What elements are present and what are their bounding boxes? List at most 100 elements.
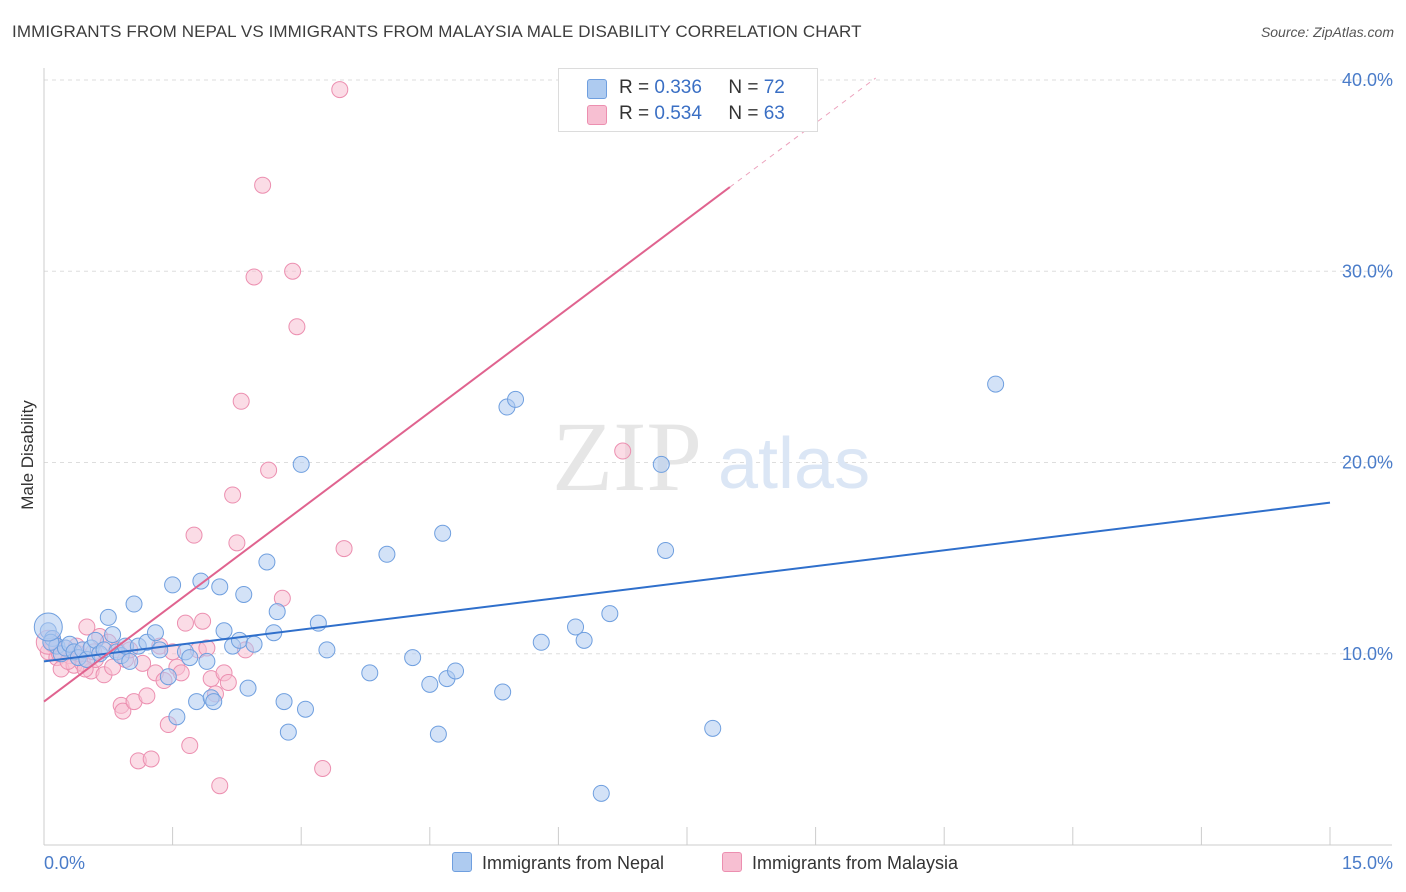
nepal-point-61 [507, 390, 525, 408]
nepal-point-38 [230, 631, 248, 649]
malaysia-point-35 [185, 526, 203, 544]
axes [43, 68, 1392, 846]
nepal-point-24 [151, 641, 169, 659]
grid-lines [44, 79, 1392, 655]
nepal-point-30 [188, 693, 206, 711]
malaysia-n-label: N = [728, 103, 759, 124]
y-tick-label-0: 10.0% [1342, 644, 1393, 664]
malaysia-point-33 [176, 614, 194, 632]
nepal-point-69 [704, 719, 722, 737]
watermark: ZIP atlas [552, 401, 870, 512]
nepal-point-56 [434, 524, 452, 542]
nepal-cluster-point [33, 612, 63, 642]
bottom-nepal-label: Immigrants from Nepal [482, 853, 665, 873]
chart-title: IMMIGRANTS FROM NEPAL VS IMMIGRANTS FROM… [12, 22, 862, 41]
malaysia-point-48 [245, 268, 263, 286]
nepal-point-67 [652, 455, 670, 473]
malaysia-point-46 [232, 392, 250, 410]
nepal-point-50 [318, 641, 336, 659]
bottom-legend-nepal: Immigrants from Nepal [452, 852, 664, 874]
malaysia-trendline-extension [729, 77, 876, 188]
nepal-point-63 [567, 618, 585, 636]
nepal-point-51 [361, 664, 379, 682]
watermark-atlas: atlas [718, 424, 870, 504]
malaysia-n-value: 63 [763, 103, 785, 124]
malaysia-point-56 [331, 81, 349, 99]
y-tick-label-1: 20.0% [1342, 453, 1393, 473]
nepal-point-65 [592, 784, 610, 802]
malaysia-point-41 [211, 777, 229, 795]
nepal-point-40 [239, 679, 257, 697]
nepal-point-66 [601, 605, 619, 623]
nepal-point-23 [146, 624, 164, 642]
nepal-trendline [43, 501, 1331, 663]
y-tick-label-3: 40.0% [1342, 70, 1393, 90]
nepal-point-29 [181, 649, 199, 667]
nepal-r-value: 0.336 [654, 77, 702, 98]
malaysia-r-label: R = [619, 103, 650, 124]
nepal-swatch [587, 79, 607, 99]
malaysia-point-57 [614, 442, 632, 460]
nepal-point-15 [104, 626, 122, 644]
nepal-point-14 [99, 608, 117, 626]
nepal-point-64 [575, 631, 593, 649]
nepal-point-47 [292, 455, 310, 473]
nepal-point-41 [245, 635, 263, 653]
nepal-point-31 [192, 572, 210, 590]
nepal-point-26 [164, 576, 182, 594]
malaysia-point-53 [288, 318, 306, 336]
bottom-malaysia-label: Immigrants from Malaysia [752, 853, 959, 873]
nepal-point-35 [211, 578, 229, 596]
malaysia-point-45 [228, 534, 246, 552]
malaysia-swatch [587, 105, 607, 125]
bottom-nepal-swatch [452, 852, 472, 872]
nepal-point-25 [159, 668, 177, 686]
bottom-legend-malaysia: Immigrants from Malaysia [722, 852, 958, 874]
nepal-point-68 [657, 541, 675, 559]
malaysia-r-value: 0.534 [654, 103, 702, 124]
correlation-legend: R = 0.336 N = 72 R = 0.534 N = 63 [558, 68, 818, 132]
trendlines [43, 77, 1331, 703]
tick-labels: 10.0% 20.0% 30.0% 40.0% 0.0% 15.0% [44, 70, 1393, 873]
malaysia-point-54 [314, 760, 332, 777]
malaysia-point-50 [260, 461, 278, 479]
x-tick-label-0: 0.0% [44, 853, 85, 873]
x-tick-label-1: 15.0% [1342, 853, 1393, 873]
malaysia-point-37 [194, 612, 212, 630]
y-axis-label: Male Disability [18, 400, 37, 510]
nepal-points [33, 375, 1005, 802]
nepal-point-55 [429, 725, 447, 743]
nepal-point-70 [987, 375, 1005, 393]
malaysia-point-49 [254, 176, 272, 194]
nepal-point-27 [168, 708, 186, 726]
legend-text-malaysia: R = 0.534 N = 63 [619, 103, 785, 125]
nepal-point-48 [296, 700, 314, 718]
malaysia-point-9 [78, 618, 96, 636]
y-tick-label-2: 30.0% [1342, 261, 1393, 281]
source-label: Source: ZipAtlas.com [1260, 24, 1394, 40]
nepal-point-34 [205, 693, 223, 711]
malaysia-point-18 [114, 702, 132, 720]
malaysia-trendline [43, 186, 731, 703]
nepal-point-45 [275, 693, 293, 711]
nepal-point-36 [215, 622, 233, 640]
nepal-point-54 [421, 675, 439, 693]
nepal-point-59 [494, 683, 512, 701]
nepal-point-44 [268, 603, 286, 621]
malaysia-point-55 [335, 540, 353, 558]
nepal-point-32 [198, 652, 216, 670]
nepal-r-label: R = [619, 77, 650, 98]
nepal-point-58 [447, 662, 465, 680]
nepal-n-label: N = [728, 77, 759, 98]
malaysia-points [35, 81, 632, 795]
bottom-malaysia-swatch [722, 852, 742, 872]
malaysia-point-44 [224, 486, 242, 504]
nepal-point-20 [125, 595, 143, 613]
nepal-point-39 [235, 585, 253, 603]
nepal-point-46 [279, 723, 297, 741]
malaysia-point-43 [219, 673, 237, 691]
malaysia-point-24 [138, 687, 156, 705]
malaysia-point-25 [142, 750, 160, 768]
malaysia-point-52 [284, 262, 302, 280]
